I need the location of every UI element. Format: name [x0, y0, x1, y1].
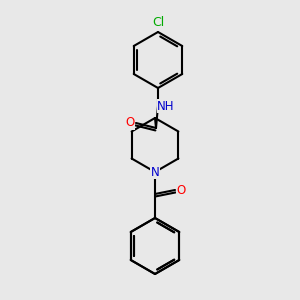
- Text: Cl: Cl: [152, 16, 164, 29]
- Text: O: O: [176, 184, 186, 196]
- Text: O: O: [125, 116, 135, 130]
- Text: NH: NH: [157, 100, 175, 112]
- Text: N: N: [151, 166, 159, 178]
